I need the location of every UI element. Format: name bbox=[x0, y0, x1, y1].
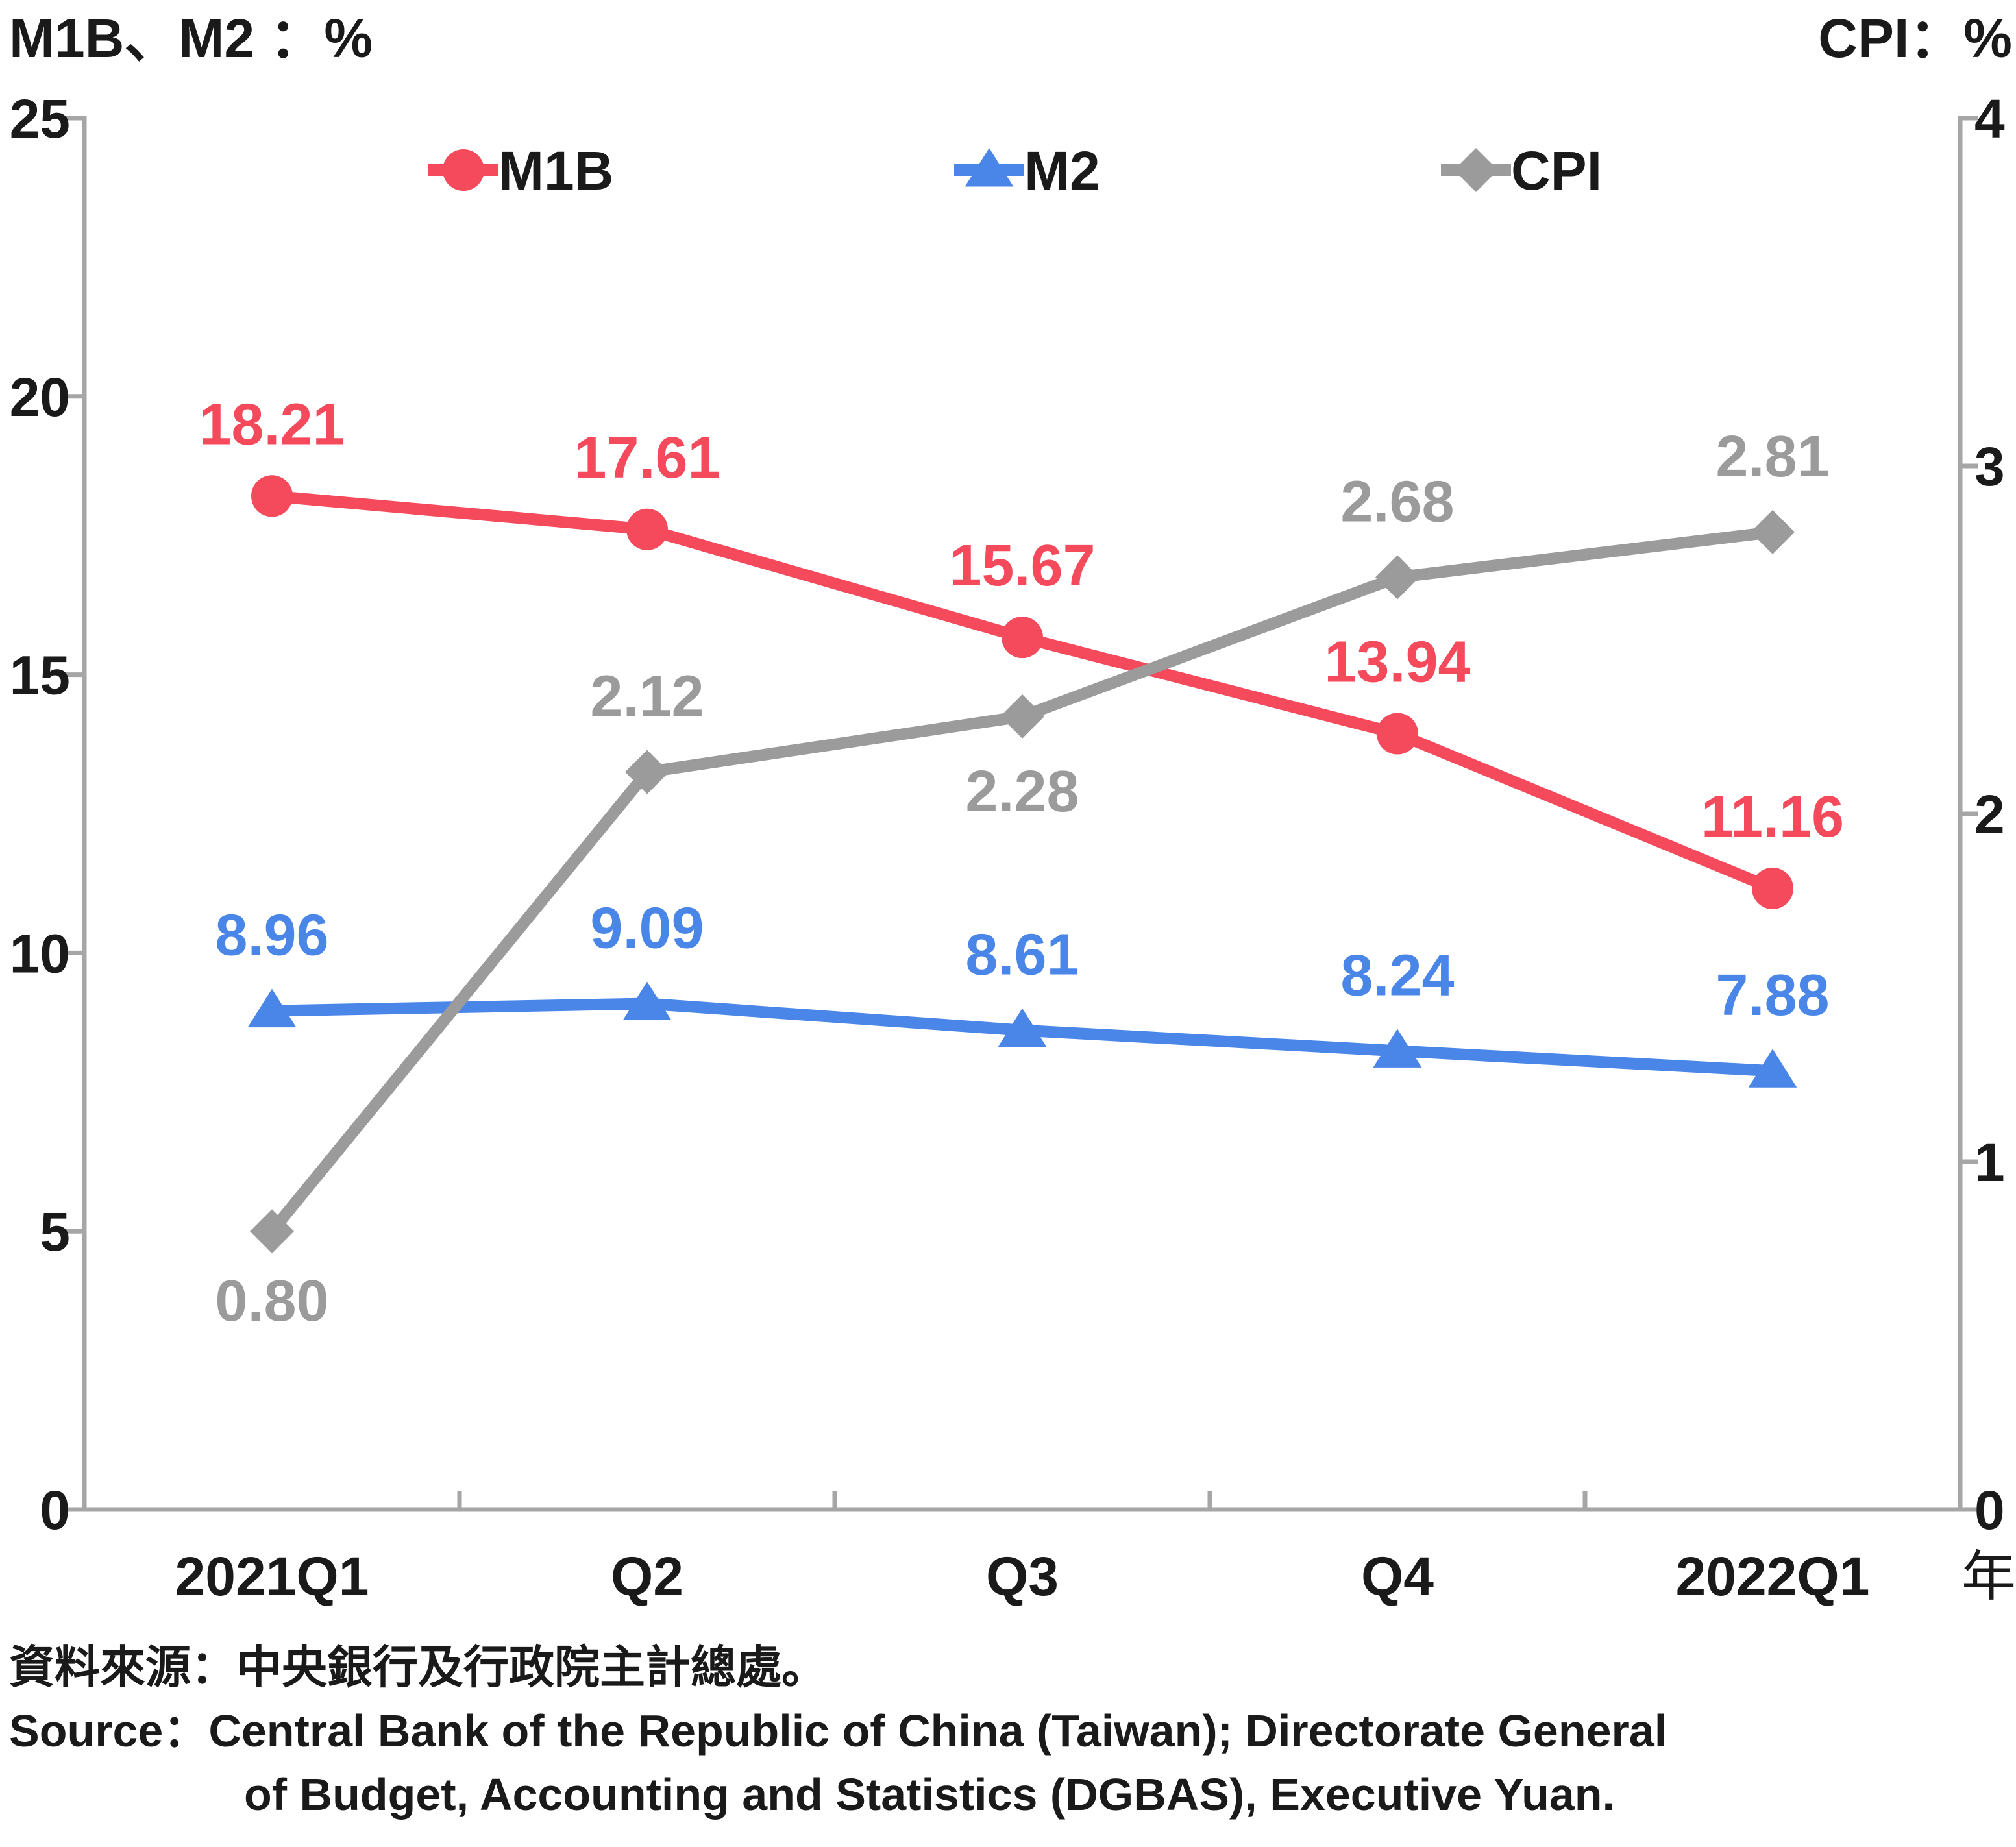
x-tick-label: Q2 bbox=[611, 1546, 683, 1607]
data-point-cpi bbox=[1375, 555, 1420, 600]
data-label-cpi: 2.28 bbox=[965, 759, 1079, 824]
left-tick-label: 0 bbox=[40, 1480, 70, 1541]
source-zh: 資料來源：中央銀行及行政院主計總處。 bbox=[9, 1642, 827, 1693]
legend-marker-m1b bbox=[443, 149, 484, 191]
right-tick-label: 3 bbox=[1974, 436, 2005, 497]
data-label-m1b: 13.94 bbox=[1324, 630, 1470, 695]
data-point-m1b bbox=[251, 475, 293, 517]
legend-marker-cpi bbox=[1454, 148, 1498, 192]
data-label-m1b: 18.21 bbox=[199, 392, 345, 457]
data-point-m2 bbox=[1373, 1029, 1422, 1068]
x-unit-label: 年 bbox=[1961, 1546, 2016, 1607]
x-tick-label: Q4 bbox=[1361, 1546, 1434, 1607]
data-label-cpi: 0.80 bbox=[215, 1269, 328, 1334]
data-label-m2: 8.96 bbox=[215, 903, 328, 968]
legend: M1B M2 CPI bbox=[428, 140, 1602, 201]
legend-label-m2: M2 bbox=[1024, 140, 1100, 201]
data-label-m1b: 11.16 bbox=[1701, 785, 1844, 850]
x-tick-label: 2021Q1 bbox=[175, 1546, 369, 1607]
data-label-cpi: 2.12 bbox=[590, 665, 704, 729]
data-label-cpi: 2.81 bbox=[1715, 424, 1829, 489]
data-point-m2 bbox=[1748, 1049, 1797, 1088]
axes: 0 5 10 15 20 25 0 1 2 3 4 2021Q1 Q2 Q3 Q4 2022Q1 年 bbox=[10, 88, 2016, 1607]
left-tick-label: 15 bbox=[10, 645, 70, 706]
left-axis-title: M1B、M2 ：% bbox=[9, 8, 373, 69]
x-tick-label: Q3 bbox=[986, 1546, 1059, 1607]
data-label-m2: 8.61 bbox=[965, 923, 1079, 988]
data-point-m1b bbox=[1377, 713, 1418, 755]
data-label-cpi: 2.68 bbox=[1340, 470, 1454, 535]
chart: M1B、M2 ：% CPI：% 0 5 10 15 20 25 0 1 2 3 4 2021Q1 Q2 Q… bbox=[9, 8, 2016, 1607]
data-label-m2: 7.88 bbox=[1715, 963, 1829, 1028]
right-tick-label: 4 bbox=[1974, 88, 2005, 149]
data-point-m1b bbox=[1002, 617, 1043, 659]
legend-label-m1b: M1B bbox=[498, 140, 613, 201]
right-tick-label: 2 bbox=[1974, 784, 2005, 845]
legend-marker-m2 bbox=[965, 148, 1014, 187]
data-label-m2: 8.24 bbox=[1340, 943, 1454, 1008]
left-tick-label: 25 bbox=[10, 88, 70, 149]
x-tick-label: 2022Q1 bbox=[1676, 1546, 1870, 1607]
legend-label-cpi: CPI bbox=[1511, 140, 1602, 201]
data-point-m2 bbox=[998, 1008, 1047, 1047]
source-en-prefix: Source： bbox=[9, 1706, 209, 1756]
right-axis-title: CPI：% bbox=[1818, 8, 2012, 69]
source-note: 資料來源：中央銀行及行政院主計總處。 Source： Central Bank … bbox=[9, 1635, 2008, 1826]
data-point-cpi bbox=[625, 750, 669, 794]
data-point-cpi bbox=[250, 1209, 294, 1254]
data-label-m1b: 17.61 bbox=[574, 426, 720, 491]
left-tick-label: 20 bbox=[10, 367, 70, 428]
data-label-m2: 9.09 bbox=[590, 896, 704, 960]
data-point-cpi bbox=[1751, 509, 1795, 554]
left-tick-label: 5 bbox=[40, 1201, 70, 1262]
data-point-m1b bbox=[1752, 867, 1793, 909]
right-tick-label: 0 bbox=[1974, 1480, 2005, 1541]
right-tick-label: 1 bbox=[1974, 1132, 2005, 1193]
source-en-text1: Central Bank of the Republic of China (T… bbox=[208, 1706, 1667, 1756]
source-en-line2: of Budget, Accounting and Statistics (DG… bbox=[244, 1769, 1615, 1820]
data-point-m1b bbox=[626, 508, 668, 550]
data-point-m2 bbox=[247, 988, 297, 1028]
source-en-line1: Source： Central Bank of the Republic of … bbox=[9, 1699, 2008, 1763]
data-point-cpi bbox=[1000, 694, 1044, 739]
data-labels: 18.21 17.61 15.67 13.94 11.16 8.96 9.09 8.61 8.2… bbox=[199, 392, 1844, 1334]
data-label-m1b: 15.67 bbox=[949, 533, 1095, 598]
data-point-m2 bbox=[622, 981, 672, 1020]
series-lines bbox=[247, 475, 1797, 1254]
left-tick-label: 10 bbox=[10, 923, 70, 984]
